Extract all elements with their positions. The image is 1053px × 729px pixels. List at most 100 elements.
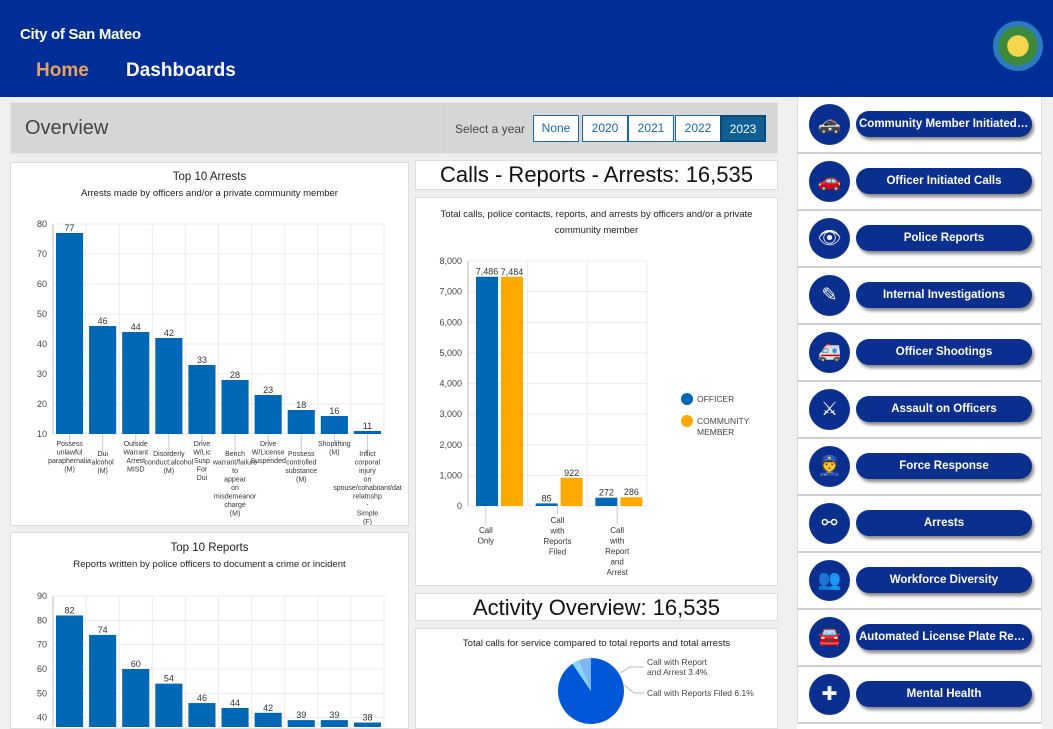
sidebar-item-community-member-initiated-calls[interactable]: 🚓 Community Member Initiated Calls — [797, 97, 1042, 154]
chart-title: Top 10 Arrests — [172, 171, 247, 183]
bar — [320, 720, 348, 727]
bar-value-label: 85 — [542, 493, 552, 503]
y-tick-label: 40 — [37, 339, 47, 349]
x-tick-label: Inflict corporal injury on spouse/cohabitant… — [333, 451, 402, 526]
top-reports-card: Top 10 Reports Reports written by police… — [10, 532, 409, 729]
sidebar-button[interactable]: Automated License Plate Reader — [856, 624, 1032, 650]
sidebar-item-workforce-diversity[interactable]: 👥 Workforce Diversity — [797, 553, 1042, 610]
y-tick-label: 0 — [457, 501, 462, 511]
bar — [287, 720, 315, 727]
sidebar-item-force-response[interactable]: 👮 Force Response — [797, 439, 1042, 496]
year-select-label: Select a year — [455, 122, 526, 136]
y-tick-label: 90 — [37, 591, 47, 601]
bar — [221, 707, 249, 727]
plate-reader-icon[interactable]: 🚘 — [809, 617, 850, 658]
bar-value-label: 23 — [263, 385, 273, 395]
sidebar-item-police-reports[interactable]: 👁 Police Reports — [797, 211, 1042, 268]
sidebar-button[interactable]: Workforce Diversity — [856, 567, 1032, 593]
ambulance-icon[interactable]: 🚑 — [809, 332, 850, 373]
bar-value-label: 39 — [329, 710, 339, 720]
y-tick-label: 50 — [37, 688, 47, 698]
sidebar-button[interactable]: Officer Initiated Calls — [856, 168, 1032, 194]
sidebar-button[interactable]: Officer Shootings — [856, 339, 1032, 365]
sidebar-button[interactable]: Police Reports — [856, 225, 1032, 251]
year-2021-button[interactable]: 2021 — [628, 115, 674, 142]
x-tick-label: Possess controlled substance (M) — [285, 451, 317, 484]
sidebar-item-internal-investigations[interactable]: ✎ Internal Investigations — [797, 268, 1042, 325]
chart-subtitle: Arrests made by officers and/or a privat… — [81, 188, 338, 199]
divider — [443, 103, 444, 153]
y-tick-label: 80 — [37, 615, 47, 625]
year-2020-button[interactable]: 2020 — [582, 115, 628, 142]
assault-icon[interactable]: ⚔ — [809, 389, 850, 430]
y-tick-label: 1,000 — [439, 470, 462, 480]
sidebar-button[interactable]: Arrests — [856, 510, 1032, 536]
x-tick-label: Call with Reports Filed — [543, 516, 571, 557]
officer-person-icon[interactable]: 👮 — [809, 446, 850, 487]
bar-value-label: 272 — [599, 488, 614, 498]
nav-home[interactable]: Home — [36, 60, 89, 81]
sidebar-item-mental-health[interactable]: ✚ Mental Health — [797, 667, 1042, 724]
bar-value-label: 7,484 — [501, 267, 524, 277]
nav-dashboards[interactable]: Dashboards — [126, 60, 236, 81]
handcuffs-icon[interactable]: ⚯ — [809, 503, 850, 544]
x-tick-label: Drive W/License Suspended — [250, 441, 286, 465]
x-tick-label: Drive W/Lic Susp For Dui — [193, 441, 211, 482]
dashboard-sidebar: 🚓 Community Member Initiated Calls 🚗 Office… — [797, 97, 1042, 729]
bar — [155, 338, 183, 434]
sidebar-item-arrests[interactable]: ⚯ Arrests — [797, 496, 1042, 553]
bar — [353, 722, 381, 727]
x-tick-label: Call Only — [478, 526, 494, 546]
legend-label: COMMUNITY MEMBER — [697, 416, 750, 437]
bar — [122, 669, 150, 727]
bar-value-label: 28 — [230, 370, 240, 380]
bar — [221, 380, 249, 434]
bar — [89, 634, 117, 727]
y-tick-label: 7,000 — [439, 287, 462, 297]
calls-grouped-bar-chart: 0 1,000 2,000 3,000 4,000 5,000 6,000 7,000 8,00… — [439, 256, 750, 577]
sidebar-button[interactable]: Force Response — [856, 453, 1032, 479]
y-tick-label: 3,000 — [439, 409, 462, 419]
y-tick-label: 50 — [37, 309, 47, 319]
people-group-icon[interactable]: 👥 — [809, 560, 850, 601]
sidebar-item-assault-on-officers[interactable]: ⚔ Assault on Officers — [797, 382, 1042, 439]
activity-card: Total calls for service compared to tota… — [415, 628, 778, 729]
y-tick-label: 20 — [37, 399, 47, 409]
bar — [188, 703, 216, 727]
magnify-eye-icon[interactable]: 👁 — [809, 218, 850, 259]
sidebar-item-officer-initiated-calls[interactable]: 🚗 Officer Initiated Calls — [797, 154, 1042, 211]
y-tick-label: 60 — [37, 664, 47, 674]
x-tick-label: Possess unlawful paraphernalia (M) — [48, 441, 91, 474]
bar-value-label: 38 — [362, 713, 372, 723]
site-title[interactable]: City of San Mateo — [20, 26, 141, 43]
bar-value-label: 33 — [197, 355, 207, 365]
sidebar-item-automated-license-plate-reader[interactable]: 🚘 Automated License Plate Reader — [797, 610, 1042, 667]
x-tick-label: Dui alcohol (M) — [92, 451, 115, 475]
top-arrests-card: Top 10 Arrests Arrests made by officers … — [10, 162, 409, 526]
scrollbar[interactable] — [1043, 97, 1053, 729]
y-tick-label: 2,000 — [439, 440, 462, 450]
year-2022-button[interactable]: 2022 — [675, 115, 721, 142]
police-car-icon[interactable]: 🚓 — [809, 104, 850, 145]
medical-cross-icon[interactable]: ✚ — [809, 674, 850, 715]
y-tick-label: 60 — [37, 279, 47, 289]
bar-value-label: 74 — [98, 625, 108, 635]
edit-document-icon[interactable]: ✎ — [809, 275, 850, 316]
year-2023-button[interactable]: 2023 — [720, 115, 766, 142]
bar-value-label: 18 — [296, 400, 306, 410]
year-none-button[interactable]: None — [533, 115, 579, 142]
bar-officer — [595, 497, 618, 506]
legend-swatch — [681, 393, 693, 405]
sidebar-button[interactable]: Mental Health — [856, 681, 1032, 707]
bar-value-label: 11 — [363, 421, 372, 431]
sidebar-button[interactable]: Assault on Officers — [856, 396, 1032, 422]
x-tick-label: Call with Report and Arrest — [605, 526, 630, 577]
bar-value-label: 44 — [131, 322, 141, 332]
sidebar-button[interactable]: Internal Investigations — [856, 282, 1032, 308]
sidebar-button[interactable]: Community Member Initiated Calls — [856, 111, 1032, 137]
sidebar-item-officer-shootings[interactable]: 🚑 Officer Shootings — [797, 325, 1042, 382]
car-officer-icon[interactable]: 🚗 — [809, 161, 850, 202]
bar-value-label: 44 — [230, 698, 240, 708]
bar-value-label: 42 — [164, 328, 174, 338]
bar-value-label: 46 — [98, 316, 108, 326]
